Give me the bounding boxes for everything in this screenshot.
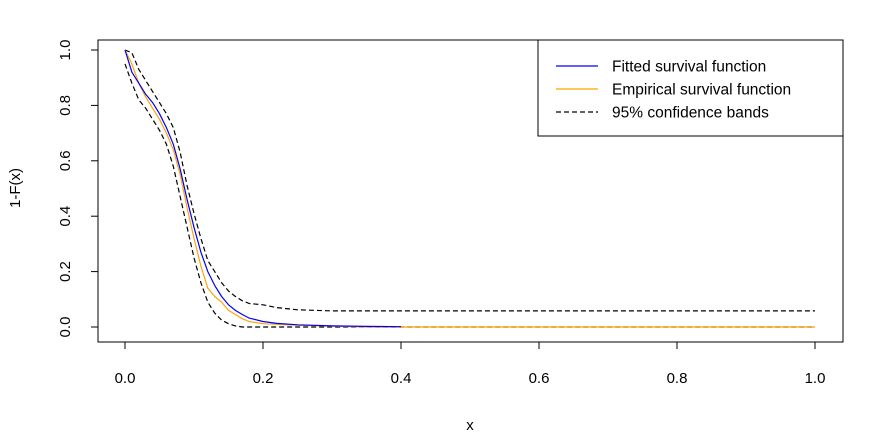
x-tick-label: 0.6 — [529, 370, 550, 387]
x-axis-label: x — [466, 417, 474, 434]
y-tick-label: 0.8 — [57, 95, 74, 116]
x-axis: 0.0 0.2 0.4 0.6 0.8 1.0 — [115, 341, 826, 387]
y-tick-label: 0.0 — [57, 317, 74, 338]
series-layer — [124, 49, 815, 328]
series-line-2 — [124, 49, 815, 328]
series-line-3 — [124, 49, 815, 312]
legend-label: Fitted survival function — [612, 59, 766, 76]
legend: Fitted survival function Empirical surviv… — [537, 39, 844, 137]
y-tick-label: 0.4 — [57, 206, 74, 227]
x-tick-label: 1.0 — [805, 370, 826, 387]
x-tick-label: 0.8 — [667, 370, 688, 387]
y-tick-label: 0.6 — [57, 150, 74, 171]
series-line-4 — [124, 63, 815, 328]
legend-box — [537, 39, 844, 137]
legend-label: 95% confidence bands — [612, 105, 769, 122]
y-tick-label: 1.0 — [57, 40, 74, 61]
legend-label: Empirical survival function — [612, 82, 791, 99]
x-tick-label: 0.0 — [115, 370, 136, 387]
series-line-1 — [124, 49, 402, 328]
x-tick-label: 0.4 — [391, 370, 412, 387]
y-tick-label: 0.2 — [57, 261, 74, 282]
x-tick-label: 0.2 — [253, 370, 274, 387]
y-axis: 0.0 0.2 0.4 0.6 0.8 1.0 — [57, 40, 99, 338]
y-axis-label: 1-F(x) — [7, 168, 24, 208]
